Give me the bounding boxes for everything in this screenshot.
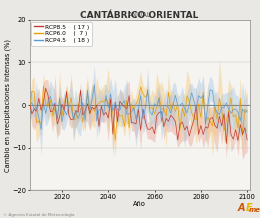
Text: met: met <box>248 206 260 213</box>
Text: ANUAL: ANUAL <box>128 12 151 18</box>
Legend: RCP8.5    ( 17 ), RCP6.0    (  7 ), RCP4.5    ( 18 ): RCP8.5 ( 17 ), RCP6.0 ( 7 ), RCP4.5 ( 18… <box>31 22 93 46</box>
Y-axis label: Cambio en precipitaciones intensas (%): Cambio en precipitaciones intensas (%) <box>4 39 11 172</box>
Text: A: A <box>238 203 245 213</box>
Text: E: E <box>246 203 253 213</box>
Text: © Agencia Estatal de Meteorología: © Agencia Estatal de Meteorología <box>3 213 74 217</box>
Title: CANTÁBRICO ORIENTAL: CANTÁBRICO ORIENTAL <box>80 11 199 20</box>
X-axis label: Año: Año <box>133 201 146 207</box>
